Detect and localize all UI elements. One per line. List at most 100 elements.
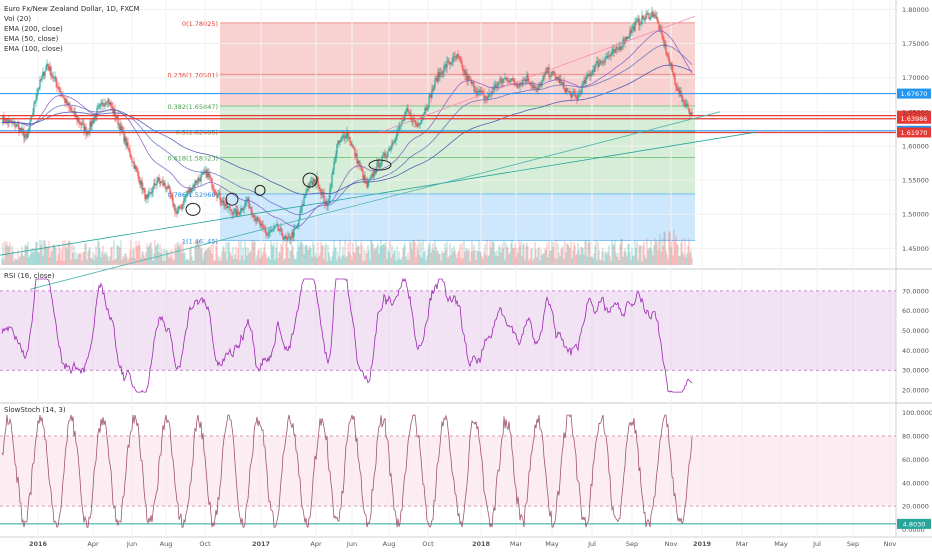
volume-bar: [183, 252, 185, 265]
volume-bar: [210, 245, 212, 265]
candle-body: [324, 201, 326, 205]
volume-bar: [476, 250, 478, 265]
volume-bar: [201, 247, 203, 265]
candle-body: [234, 208, 236, 210]
volume-bar: [342, 246, 344, 265]
candle-body: [202, 172, 204, 175]
candle-body: [17, 123, 19, 126]
volume-bar: [171, 249, 173, 265]
volume-bar: [542, 253, 544, 265]
volume-bar: [86, 259, 88, 265]
candle-body: [452, 56, 454, 63]
candle-body: [261, 223, 263, 225]
candle-body: [47, 63, 49, 67]
candle-body: [77, 119, 79, 121]
candle-body: [127, 142, 129, 149]
candle-body: [258, 220, 260, 222]
volume-bar: [512, 247, 514, 265]
volume-bar: [100, 257, 102, 265]
candle-body: [418, 123, 420, 125]
candle-body: [687, 104, 689, 109]
volume-bar: [18, 258, 20, 265]
candle-body: [49, 66, 51, 71]
candle-body: [193, 185, 195, 187]
volume-bar: [332, 250, 334, 265]
candle-body: [283, 238, 285, 240]
volume-bar: [38, 253, 40, 265]
candle-body: [485, 96, 487, 98]
candle-body: [277, 223, 279, 230]
volume-bar: [266, 258, 268, 265]
volume-bar: [351, 260, 353, 265]
volume-bar: [193, 260, 195, 265]
volume-bar: [238, 240, 240, 265]
candle-body: [139, 182, 141, 185]
volume-bar: [290, 251, 292, 265]
volume-bar: [339, 239, 341, 265]
candle-body: [251, 210, 253, 215]
volume-bar: [665, 249, 667, 265]
candle-body: [285, 235, 287, 239]
volume-bar: [54, 245, 56, 265]
candle-body: [451, 62, 453, 64]
candle-body: [389, 148, 391, 150]
volume-bar: [319, 253, 321, 265]
volume-bar: [261, 255, 263, 265]
drawn-circles[interactable]: [185, 159, 392, 216]
volume-bar: [222, 246, 224, 265]
volume-bar: [641, 260, 643, 265]
candle-body: [175, 211, 177, 213]
volume-bar: [633, 255, 635, 265]
price-tick-label: 1.55000: [902, 177, 929, 185]
price-label-box: [897, 88, 931, 99]
candle-body: [600, 61, 602, 62]
volume-bar: [186, 259, 188, 265]
candle-body: [247, 198, 249, 201]
candle-body: [582, 84, 584, 86]
candle-body: [508, 80, 510, 83]
volume-bar: [220, 260, 222, 265]
candle-body: [26, 134, 28, 138]
volume-bar: [185, 260, 187, 265]
stoch-tick-label: 100.0000: [902, 409, 932, 417]
candle-body: [24, 136, 26, 139]
candle-body: [39, 79, 41, 88]
volume-bar: [391, 244, 393, 265]
candle-body: [116, 115, 118, 118]
candle-body: [571, 93, 573, 98]
volume-bar: [19, 256, 21, 265]
volume-bar: [469, 260, 471, 265]
candle-body: [16, 123, 18, 127]
candle-body: [341, 137, 343, 139]
volume-bar: [634, 240, 636, 265]
volume-bar: [405, 256, 407, 265]
volume-bar: [640, 245, 642, 265]
volume-bar: [113, 240, 115, 265]
candle-body: [531, 85, 533, 86]
candle-body: [215, 192, 217, 196]
candle-body: [224, 205, 226, 206]
stoch-tick-label: 80.0000: [902, 433, 929, 441]
candle-body: [614, 49, 616, 53]
volume-bar: [73, 245, 75, 265]
candle-body: [291, 232, 293, 239]
volume-bar: [497, 256, 499, 265]
candle-body: [194, 180, 196, 187]
volume-bar: [516, 248, 518, 265]
candle-body: [244, 202, 246, 207]
candle-body: [90, 122, 92, 127]
volume-bar: [477, 251, 479, 265]
volume-bar: [13, 260, 15, 265]
volume-bar: [501, 243, 503, 265]
volume-bar: [209, 249, 211, 265]
volume-bar: [446, 241, 448, 265]
candle-body: [317, 176, 319, 187]
volume-bar: [51, 251, 53, 265]
volume-bar: [656, 240, 658, 265]
volume-bar: [44, 240, 46, 265]
volume-bar: [322, 244, 324, 265]
candle-body: [536, 87, 538, 90]
